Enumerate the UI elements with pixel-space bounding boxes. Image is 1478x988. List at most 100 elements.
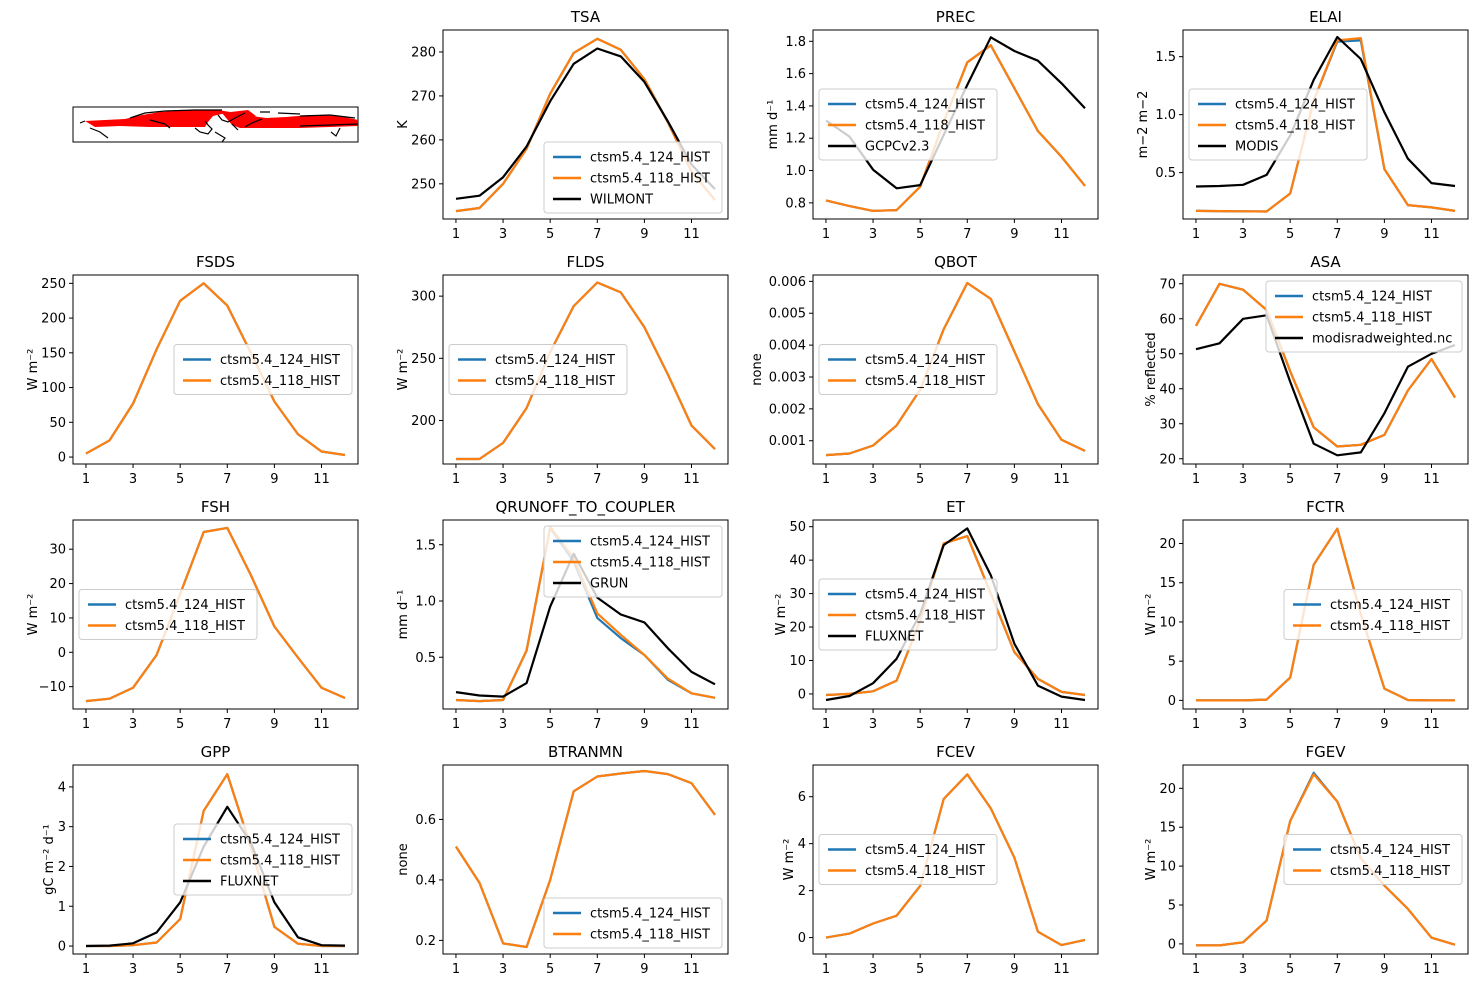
legend-entry: ctsm5.4_124_HIST [590,907,710,922]
panel-qrunoff_to_coupler: QRUNOFF_TO_COUPLER 1 3 5 7 9 11 0.5 1.0 1.5 mm d⁻¹… [396,498,729,732]
legend: ctsm5.4_124_HIST ctsm5.4_118_HIST [78,589,258,640]
x-tick-label: 7 [1333,962,1341,977]
x-tick-label: 1 [1192,962,1200,977]
panel-elai: ELAI 1 3 5 7 9 11 0.5 1.0 1.5 m−2 m−2 ctsm5.4_124_H… [1136,8,1469,242]
legend-entry: ctsm5.4_118_HIST [865,864,985,879]
legend-entry: ctsm5.4_118_HIST [590,172,710,187]
x-tick-label: 3 [1239,717,1247,732]
panel-et: ET 1 3 5 7 9 11 0 10 20 30 40 50 W m⁻² ctsm5.4_124_HIS… [774,498,1099,732]
series-line-ctsm5-4-118-hist [455,769,716,949]
y-tick-label: 4 [58,780,66,795]
region-map [72,106,359,143]
axes-frame [812,274,1099,465]
y-tick-label: 10 [789,654,806,669]
legend-entry: ctsm5.4_124_HIST [1235,98,1355,113]
x-tick-label: 9 [1010,227,1018,242]
y-tick-label: 1.5 [415,538,436,553]
y-tick-label: −10 [39,680,66,695]
x-tick-label: 11 [1053,227,1070,242]
x-tick-label: 7 [963,472,971,487]
series-line-ctsm5-4-118-hist [85,526,346,703]
legend: ctsm5.4_124_HIST ctsm5.4_118_HIST [173,344,353,395]
axes-frame [442,764,729,955]
legend-entry: FLUXNET [220,875,278,890]
legend-entry: ctsm5.4_118_HIST [1330,864,1450,879]
x-tick-label: 3 [129,962,137,977]
series-line-ctsm5-4-118-hist [456,281,716,461]
y-tick-label: 0.5 [1155,166,1176,181]
y-axis-label: W m⁻² [1144,839,1159,881]
x-tick-label: 9 [1380,472,1388,487]
y-axis-label: none [750,353,765,385]
series-line-fluxnet [825,527,1086,702]
series-line-ctsm5-4-118-hist [1196,773,1456,947]
legend-entry: ctsm5.4_118_HIST [865,119,985,134]
panel-title: GPP [201,743,231,761]
legend-entry: ctsm5.4_118_HIST [220,854,340,869]
legend-box [1283,589,1463,640]
y-tick-label: 0 [58,940,66,955]
x-tick-label: 9 [1010,472,1018,487]
legend-box [1283,834,1463,885]
x-tick-label: 11 [1423,962,1440,977]
legend-box [543,897,723,949]
y-tick-label: 40 [789,554,806,569]
x-tick-label: 5 [176,962,184,977]
x-tick-label: 3 [499,717,507,732]
panel-fcev: FCEV 1 3 5 7 9 11 0 2 4 6 W m⁻² ctsm5.4_124_HISTctsm… [782,743,1099,977]
y-tick-label: 30 [49,543,66,558]
y-tick-label: 280 [411,45,436,60]
panel-title: TSA [570,8,601,26]
y-tick-label: 1.0 [1155,108,1176,123]
y-axis-label: none [396,843,411,875]
legend-entry: ctsm5.4_118_HIST [590,556,710,571]
legend-entry: ctsm5.4_118_HIST [1330,619,1450,634]
legend-box [818,834,998,885]
axes-frame [1182,274,1469,465]
panel-tsa: TSA 1 3 5 7 9 11 250 260 270 280 Kctsm5.4_124_HISTc… [396,8,729,242]
y-tick-label: 1.6 [785,67,806,82]
y-tick-label: 10 [1159,860,1176,875]
x-tick-label: 3 [129,472,137,487]
y-axis-label: mm d⁻¹ [396,590,411,640]
x-tick-label: 9 [640,227,648,242]
y-tick-label: 0.001 [769,434,806,449]
series-line-ctsm5-4-118-hist [825,773,1086,947]
x-tick-label: 1 [82,472,90,487]
panel-title: ET [946,498,965,516]
legend-entry: modisradweighted.nc [1312,332,1452,347]
legend: ctsm5.4_124_HIST ctsm5.4_118_HIST FLUXNET [173,823,353,896]
x-tick-label: 3 [499,472,507,487]
y-tick-label: 0 [1168,937,1176,952]
panel-title: FLDS [566,253,604,271]
x-tick-label: 11 [313,717,330,732]
y-tick-label: 2 [798,884,806,899]
x-tick-label: 9 [1010,962,1018,977]
legend-box [78,589,258,640]
legend-entry: FLUXNET [865,630,923,645]
x-tick-label: 5 [176,717,184,732]
legend: ctsm5.4_124_HIST ctsm5.4_118_HIST WILMONT [543,141,723,214]
y-tick-label: 3 [58,820,66,835]
legend: ctsm5.4_124_HIST ctsm5.4_118_HIST modisrad… [1265,280,1463,353]
legend: ctsm5.4_124_HIST ctsm5.4_118_HIST GCPCv2.3 [818,88,998,161]
y-axis-label: K [396,120,411,129]
panel-title: PREC [936,8,975,26]
x-tick-label: 3 [869,962,877,977]
x-tick-label: 7 [1333,717,1341,732]
y-tick-label: 0 [798,931,806,946]
x-tick-label: 5 [1286,717,1294,732]
series-line-modis [1195,35,1456,188]
panel-title: QBOT [934,253,978,271]
y-tick-label: 50 [49,416,66,431]
x-tick-label: 7 [223,472,231,487]
panel-title: QRUNOFF_TO_COUPLER [495,498,675,517]
series-line-ctsm5-4-118-hist [1196,527,1455,702]
x-tick-label: 5 [1286,962,1294,977]
x-tick-label: 3 [1239,227,1247,242]
y-tick-label: 150 [41,346,66,361]
y-tick-label: 250 [41,277,66,292]
y-tick-label: 30 [789,587,806,602]
y-tick-label: 0.005 [769,307,806,322]
